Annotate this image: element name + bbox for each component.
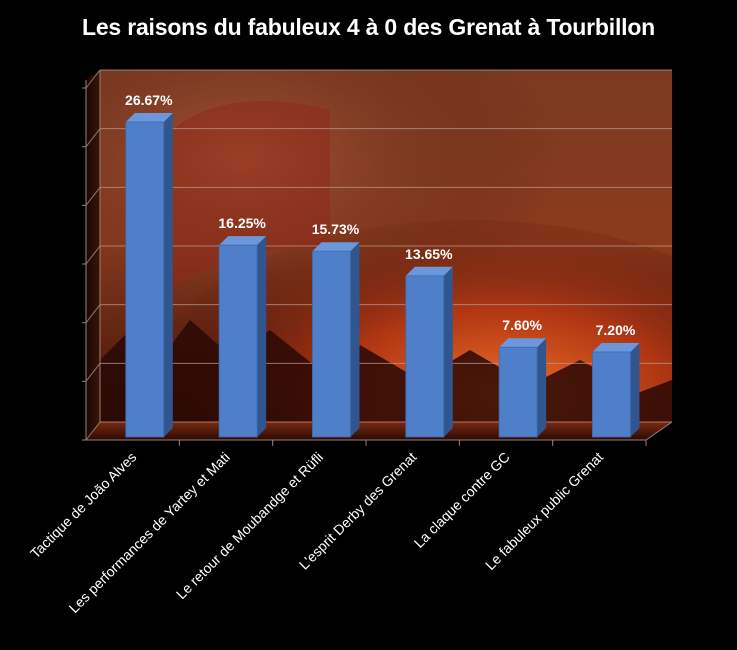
x-tick-label: Tactique de João Alves xyxy=(27,449,140,562)
gridline-side xyxy=(85,128,101,147)
bar xyxy=(592,342,640,438)
chart-data-labels: 26.67% 16.25% 15.73% 13.65% 7.60% 7.20% xyxy=(125,92,636,338)
bar-side xyxy=(350,242,360,437)
x-tick-label: Le retour de Moubandge et Rüfli xyxy=(173,449,326,602)
bar xyxy=(125,113,173,438)
gridline-side xyxy=(85,187,101,206)
data-label: 13.65% xyxy=(405,246,453,262)
bar-top xyxy=(405,266,453,276)
bar xyxy=(312,242,360,438)
bar-front xyxy=(592,351,631,438)
bar-top xyxy=(592,342,640,352)
bar-side xyxy=(257,236,267,437)
bar-front xyxy=(498,346,538,438)
bar-side xyxy=(630,342,640,437)
data-label: 15.73% xyxy=(312,221,360,237)
bar-front xyxy=(218,244,258,438)
bar-side xyxy=(537,338,547,437)
bar-top xyxy=(499,338,547,348)
bar-side xyxy=(163,113,173,437)
data-label: 16.25% xyxy=(218,215,266,231)
x-tick-label: La claque contre GC xyxy=(411,449,513,551)
data-label: 26.67% xyxy=(125,92,173,108)
data-label: 7.20% xyxy=(596,322,636,338)
data-label: 7.60% xyxy=(502,317,542,333)
chart-bars xyxy=(125,113,640,438)
chart-title: Les raisons du fabuleux 4 à 0 des Grenat… xyxy=(81,14,656,40)
gridline-side xyxy=(85,245,101,265)
x-tick-label: Les performances de Yartey et Mati xyxy=(66,449,233,616)
floor-edge xyxy=(645,421,673,441)
gridline-side xyxy=(85,69,101,89)
bar xyxy=(218,236,267,438)
bar-front xyxy=(312,250,351,438)
bar-side xyxy=(443,266,453,437)
gridline-side xyxy=(85,421,101,441)
bar xyxy=(498,338,547,438)
bar-front xyxy=(125,121,165,438)
bar-top xyxy=(312,242,360,252)
bar-top xyxy=(125,113,173,122)
bar-top xyxy=(219,236,267,246)
bar xyxy=(405,266,453,438)
gridline-side xyxy=(85,304,101,323)
gridline-side xyxy=(85,363,101,382)
bar-front xyxy=(405,275,445,438)
